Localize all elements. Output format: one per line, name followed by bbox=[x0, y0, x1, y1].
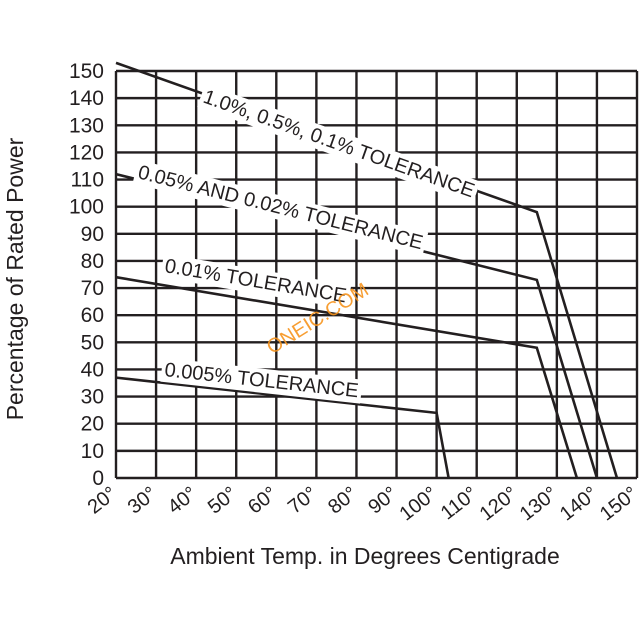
x-tick-label-40: 40° bbox=[164, 483, 201, 519]
y-tick-label-0: 0 bbox=[92, 467, 104, 490]
series-label-0-05-and-0-02-tolerance: 0.05% AND 0.02% TOLERANCE bbox=[136, 162, 425, 255]
x-tick-label-30: 30° bbox=[124, 483, 161, 519]
y-tick-labels: 0 10 20 30 40 50 60 70 80 90 100 110 120 130 140 150 bbox=[69, 60, 104, 490]
x-axis-label: Ambient Temp. in Degrees Centigrade bbox=[170, 543, 560, 569]
series-label-background bbox=[197, 84, 481, 205]
x-tick-label-60: 60° bbox=[244, 483, 281, 519]
x-tick-labels: 20° 30° 40° 50° 60° 70° 80° 90°100°110°120°130°… bbox=[84, 483, 640, 526]
y-tick-label-60: 60 bbox=[81, 304, 104, 327]
y-tick-label-70: 70 bbox=[81, 277, 104, 300]
y-tick-label-100: 100 bbox=[69, 196, 104, 219]
x-tick-label-20: 20° bbox=[84, 483, 121, 519]
y-tick-label-40: 40 bbox=[81, 358, 104, 381]
x-tick-label-120: 120° bbox=[476, 483, 522, 526]
y-tick-label-130: 130 bbox=[69, 114, 104, 137]
y-tick-label-10: 10 bbox=[81, 440, 104, 463]
y-tick-label-80: 80 bbox=[81, 250, 104, 273]
x-tick-label-90: 90° bbox=[364, 483, 401, 519]
x-tick-label-50: 50° bbox=[204, 483, 241, 519]
series-label-background bbox=[160, 357, 363, 404]
series-label-background bbox=[160, 253, 352, 309]
y-tick-label-120: 120 bbox=[69, 141, 104, 164]
y-tick-label-50: 50 bbox=[81, 331, 104, 354]
y-tick-label-110: 110 bbox=[71, 169, 104, 192]
x-tick-label-70: 70° bbox=[284, 483, 321, 519]
y-tick-label-90: 90 bbox=[81, 223, 104, 246]
y-tick-label-30: 30 bbox=[81, 386, 104, 409]
series-line-0-005-tolerance bbox=[115, 376, 450, 479]
y-tick-label-20: 20 bbox=[81, 413, 104, 436]
x-tick-label-130: 130° bbox=[516, 483, 562, 526]
y-tick-label-150: 150 bbox=[69, 60, 104, 83]
series-line-0-01-tolerance bbox=[115, 275, 579, 479]
x-tick-label-140: 140° bbox=[556, 483, 602, 526]
x-tick-label-100: 100° bbox=[396, 483, 442, 526]
x-tick-label-80: 80° bbox=[324, 483, 361, 519]
x-tick-label-110: 110° bbox=[437, 483, 482, 525]
series-label-background bbox=[132, 159, 429, 256]
x-tick-label-150: 150° bbox=[596, 483, 640, 526]
y-tick-label-140: 140 bbox=[69, 87, 104, 110]
y-axis-label: Percentage of Rated Power bbox=[2, 137, 28, 420]
